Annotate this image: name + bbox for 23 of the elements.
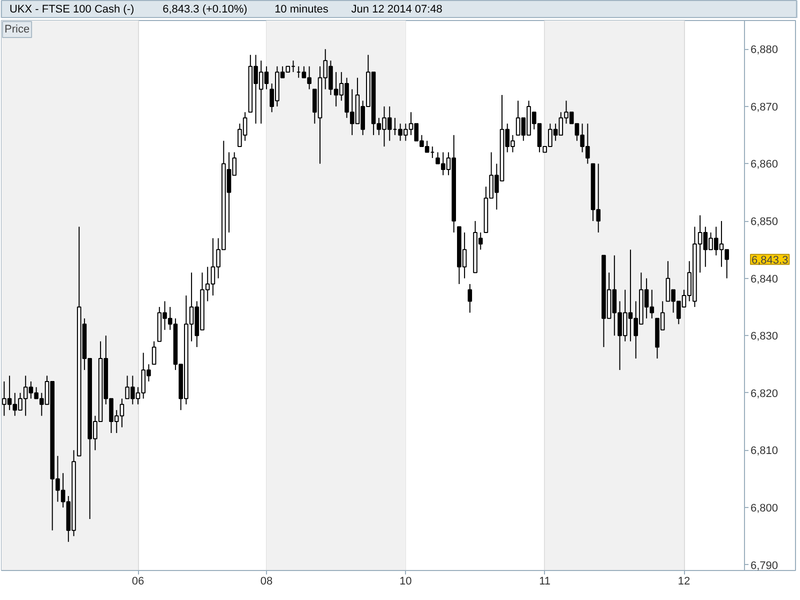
y-tick-label: 6,820 [750,388,778,400]
y-tick-label: 6,880 [750,44,778,56]
chart-subtitle: 6,843.3 (+0.10%) [162,4,248,16]
y-tick-label: 6,870 [750,101,778,114]
chart-title: UKX - FTSE 100 Cash (-) [9,4,134,16]
y-tick-label: 6,790 [750,560,778,572]
y-tick-label: 6,800 [750,502,778,514]
y-tick-label: 6,850 [750,216,778,228]
x-tick-label: 06 [132,576,144,588]
y-axis-title: Price [4,24,30,36]
candlestick [152,340,156,365]
x-tick-label: 08 [260,576,273,588]
candlestick [468,284,472,314]
x-tick-label: 10 [400,576,412,588]
text: Jun 12 2014 07:48 [351,4,442,16]
y-tick-label: 6,840 [750,273,778,286]
text: 6,843.3 [752,254,788,266]
x-tick-label: 11 [539,576,551,588]
text: 10 minutes [274,4,329,16]
x-tick-label: 12 [678,576,690,588]
y-tick-label: 6,830 [750,330,778,343]
y-tick-label: 6,860 [750,158,778,171]
y-tick-label: 6,810 [750,445,778,458]
